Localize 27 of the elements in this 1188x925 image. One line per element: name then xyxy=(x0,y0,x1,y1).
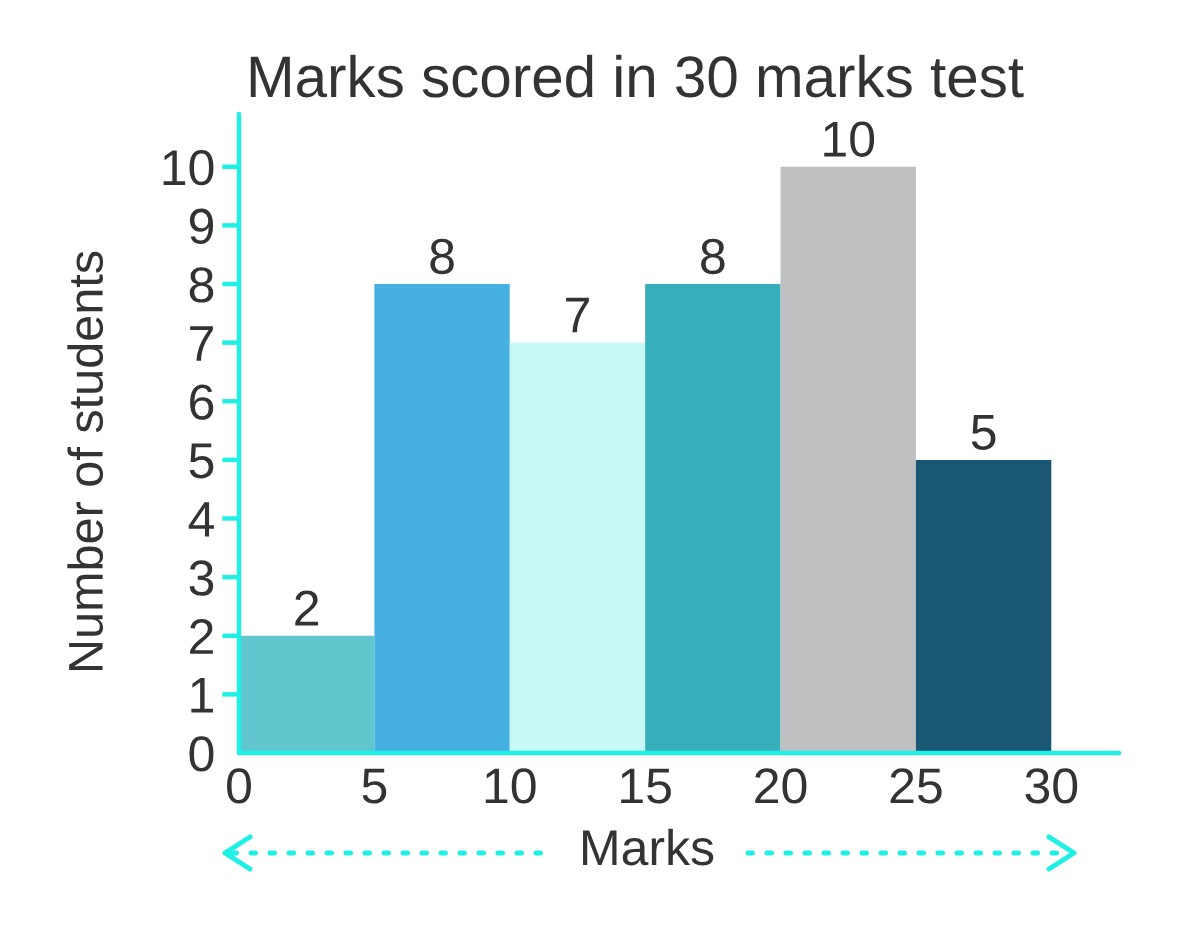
data-label: 8 xyxy=(430,238,454,275)
y-tick-label: 6 xyxy=(190,384,214,420)
x-tick-label: 25 xyxy=(890,768,942,804)
data-label: 5 xyxy=(971,415,996,450)
y-tick-label: 9 xyxy=(189,208,214,244)
data-label: 7 xyxy=(566,297,589,333)
y-tick-label: 1 xyxy=(191,678,213,713)
y-axis-title: Number of students xyxy=(67,251,104,671)
data-label: 8 xyxy=(701,238,725,275)
y-tick-label: 7 xyxy=(190,326,213,361)
y-tick-label: 10 xyxy=(163,149,214,186)
x-tick-label: 15 xyxy=(621,768,671,804)
x-tick-label: 0 xyxy=(227,768,251,804)
x-axis-title: Marks xyxy=(583,828,714,866)
data-label: 10 xyxy=(824,121,875,157)
x-tick-label: 20 xyxy=(755,768,807,804)
data-label: 2 xyxy=(295,590,319,626)
x-tick-label: 5 xyxy=(362,768,387,804)
y-tick-label: 4 xyxy=(188,502,214,537)
y-tick-label: 5 xyxy=(189,443,214,479)
x-tick-label: 10 xyxy=(485,768,536,804)
x-tick-label: 30 xyxy=(1025,768,1078,804)
y-tick-label: 0 xyxy=(189,736,214,772)
y-tick-label: 3 xyxy=(189,560,214,596)
y-tick-label: 8 xyxy=(189,267,214,303)
y-tick-label: 2 xyxy=(190,618,213,654)
chart-title: Marks scored in 30 marks test xyxy=(250,54,1024,98)
